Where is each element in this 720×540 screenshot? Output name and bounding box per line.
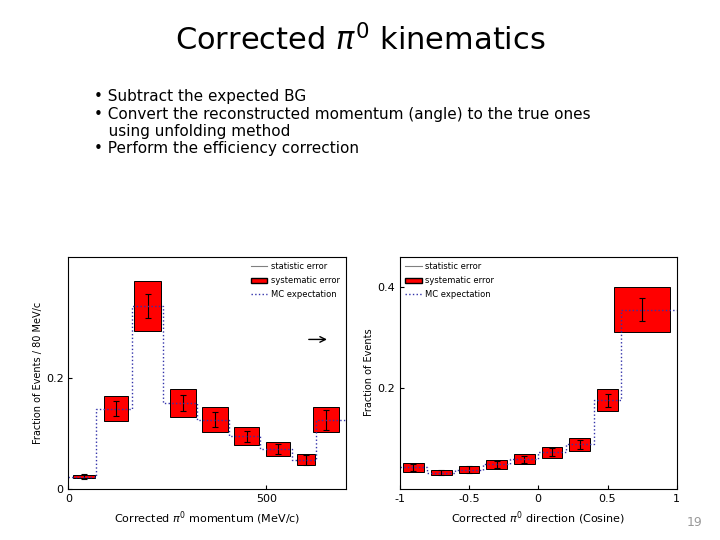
X-axis label: Corrected $\pi^0$ direction (Cosine): Corrected $\pi^0$ direction (Cosine) <box>451 509 625 526</box>
Legend: statistic error, systematic error, MC expectation: statistic error, systematic error, MC ex… <box>404 261 496 301</box>
Bar <box>431 470 451 475</box>
Bar <box>313 407 338 432</box>
Bar <box>614 287 670 332</box>
Legend: statistic error, systematic error, MC expectation: statistic error, systematic error, MC ex… <box>249 261 341 301</box>
Y-axis label: Fraction of Events: Fraction of Events <box>364 329 374 416</box>
Text: • Subtract the expected BG
• Convert the reconstructed momentum (angle) to the t: • Subtract the expected BG • Convert the… <box>94 89 590 156</box>
X-axis label: Corrected $\pi^0$ momentum (MeV/c): Corrected $\pi^0$ momentum (MeV/c) <box>114 509 300 526</box>
Bar <box>403 463 424 472</box>
Bar <box>266 442 290 456</box>
Text: Corrected $\pi^0$ kinematics: Corrected $\pi^0$ kinematics <box>175 24 545 57</box>
Bar <box>597 389 618 411</box>
Text: 19: 19 <box>686 516 702 529</box>
Bar <box>459 466 480 473</box>
Bar <box>570 438 590 451</box>
Bar <box>234 427 259 445</box>
Bar <box>171 389 196 417</box>
Bar <box>73 475 95 478</box>
Bar <box>104 396 128 421</box>
Bar <box>202 407 228 432</box>
Bar <box>514 454 535 464</box>
Bar <box>486 460 507 469</box>
Bar <box>541 447 562 458</box>
Bar <box>297 455 315 465</box>
Bar <box>134 281 161 331</box>
Y-axis label: Fraction of Events / 80 MeV/c: Fraction of Events / 80 MeV/c <box>33 301 43 444</box>
